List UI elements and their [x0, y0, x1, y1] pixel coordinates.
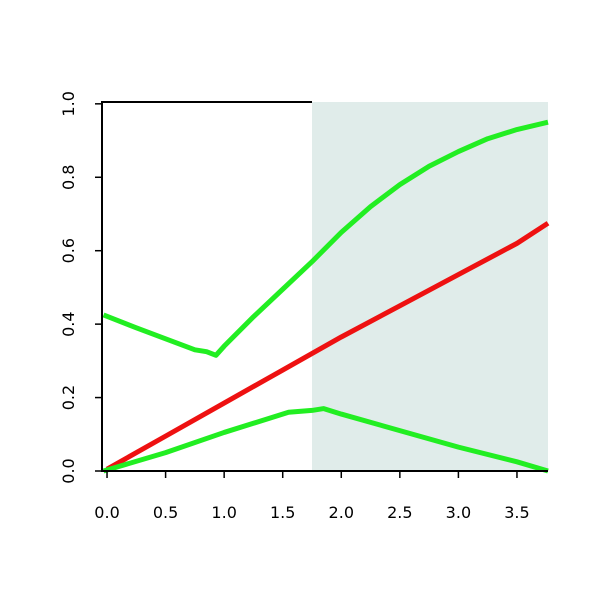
line	[105, 221, 550, 472]
y-tick-label: 0.4	[59, 311, 78, 336]
y-tick-label: 0.2	[59, 385, 78, 410]
x-tick-label: 1.0	[211, 503, 236, 522]
y-tick-label: 0.6	[59, 238, 78, 263]
plot-frame	[101, 101, 548, 472]
x-tick-label: 0.0	[94, 503, 119, 522]
x-tick-label: 0.5	[153, 503, 178, 522]
x-tick-label: 2.0	[329, 503, 354, 522]
x-tick-label: 3.5	[504, 503, 529, 522]
x-tick-label: 1.5	[270, 503, 295, 522]
line	[102, 119, 549, 358]
line	[102, 406, 549, 474]
y-tick-label: 0.0	[59, 458, 78, 483]
y-tick-label: 0.8	[59, 165, 78, 190]
y-tick-label: 1.0	[59, 91, 78, 116]
x-tick-label: 3.0	[446, 503, 471, 522]
x-tick-label: 2.5	[387, 503, 412, 522]
